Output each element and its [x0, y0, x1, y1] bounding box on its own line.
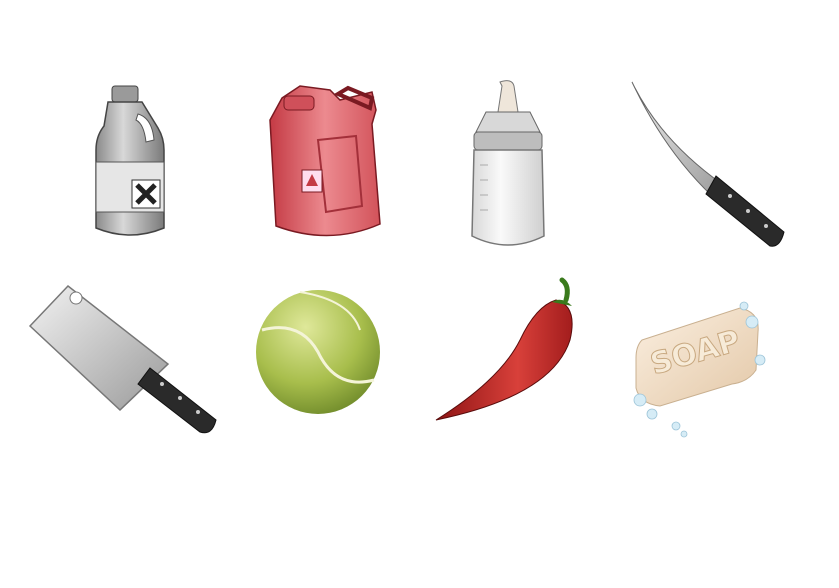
- chili-pepper: [435, 277, 573, 421]
- kitchen-knife: [631, 81, 785, 247]
- tennis-ball: [256, 290, 380, 414]
- jerry-can: [269, 85, 381, 237]
- bleach-bottle: [95, 85, 165, 236]
- soap-bar: SOAP: [633, 301, 766, 438]
- cleaver: [28, 284, 217, 434]
- baby-bottle: [471, 80, 545, 246]
